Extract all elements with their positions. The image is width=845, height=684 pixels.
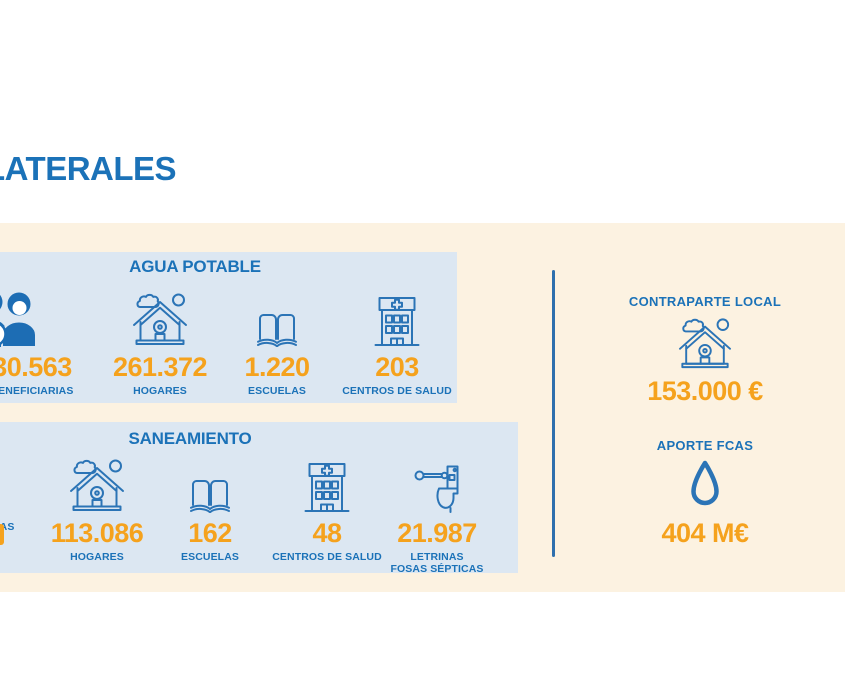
stat-label-line2: FOSAS SÉPTICAS xyxy=(390,562,484,575)
stat-agua-centros-salud: 203 CENTROS DE SALUD xyxy=(302,287,492,398)
contraparte-local-title: CONTRAPARTE LOCAL xyxy=(628,294,782,309)
open-book-icon xyxy=(255,287,299,347)
stat-value: 21.987 xyxy=(397,518,477,548)
saneamiento-title: SANEAMIENTO xyxy=(128,429,252,448)
stat-value: 113.086 xyxy=(50,518,144,548)
stat-label: ESCUELAS xyxy=(181,551,239,563)
vertical-divider xyxy=(552,270,555,557)
stat-label: CENTROS DE SALUD xyxy=(272,551,382,563)
stat-value: 261.372 xyxy=(112,352,208,382)
stat-value: 48 xyxy=(312,518,342,548)
stat-agua-hogares: 261.372 HOGARES xyxy=(65,287,255,398)
people-icon xyxy=(0,287,45,347)
stat-label: BENEFICIARIAS xyxy=(0,521,15,533)
agua-potable-title: AGUA POTABLE xyxy=(129,257,261,276)
saneamiento-panel xyxy=(0,422,518,573)
stat-sane-hogares: 113.086 HOGARES xyxy=(2,455,192,564)
people-icon xyxy=(0,455,10,513)
stat-label: CENTROS DE SALUD xyxy=(342,385,452,397)
open-book-icon xyxy=(188,455,232,513)
aporte-fcas-title: APORTE FCAS xyxy=(656,438,754,453)
stat-sane-beneficiarias: BENEFICIARIAS xyxy=(0,455,68,534)
toilet-icon xyxy=(414,455,460,513)
stat-label: HOGARES xyxy=(70,551,124,563)
health-center-icon xyxy=(304,455,350,513)
stat-agua-beneficiarias: 30.563 BENEFICIARIAS xyxy=(0,287,127,398)
stat-value: 203 xyxy=(375,352,419,382)
stat-value: 162 xyxy=(188,518,232,548)
house-icon xyxy=(69,455,125,513)
stat-sane-escuelas: 162 ESCUELAS xyxy=(115,455,305,564)
stat-sane-centros-salud: 48 CENTROS DE SALUD xyxy=(232,455,422,564)
house-icon xyxy=(678,316,732,370)
page-title: LATERALES xyxy=(0,150,177,187)
funding-column: CONTRAPARTE LOCAL 153.000 € APORTE FCAS … xyxy=(555,294,845,548)
stat-label: LETRINAS FOSAS SÉPTICAS xyxy=(390,551,484,575)
stat-value: 30.563 xyxy=(0,352,72,382)
clipped-number-fragment xyxy=(0,524,4,545)
aporte-fcas-value: 404 M€ xyxy=(661,518,749,548)
contraparte-local-value: 153.000 € xyxy=(647,376,763,406)
water-drop-icon xyxy=(690,460,720,512)
stat-label: BENEFICIARIAS xyxy=(0,385,74,397)
stat-sane-letrinas: 21.987 LETRINAS FOSAS SÉPTICAS xyxy=(342,455,532,575)
agua-potable-panel xyxy=(0,252,457,403)
stat-value: 1.220 xyxy=(244,352,310,382)
stat-agua-escuelas: 1.220 ESCUELAS xyxy=(182,287,372,398)
stat-label: ESCUELAS xyxy=(248,385,306,397)
stat-label-line1: LETRINAS xyxy=(410,551,464,563)
house-icon xyxy=(132,287,188,347)
stat-label: HOGARES xyxy=(133,385,187,397)
health-center-icon xyxy=(374,287,420,347)
